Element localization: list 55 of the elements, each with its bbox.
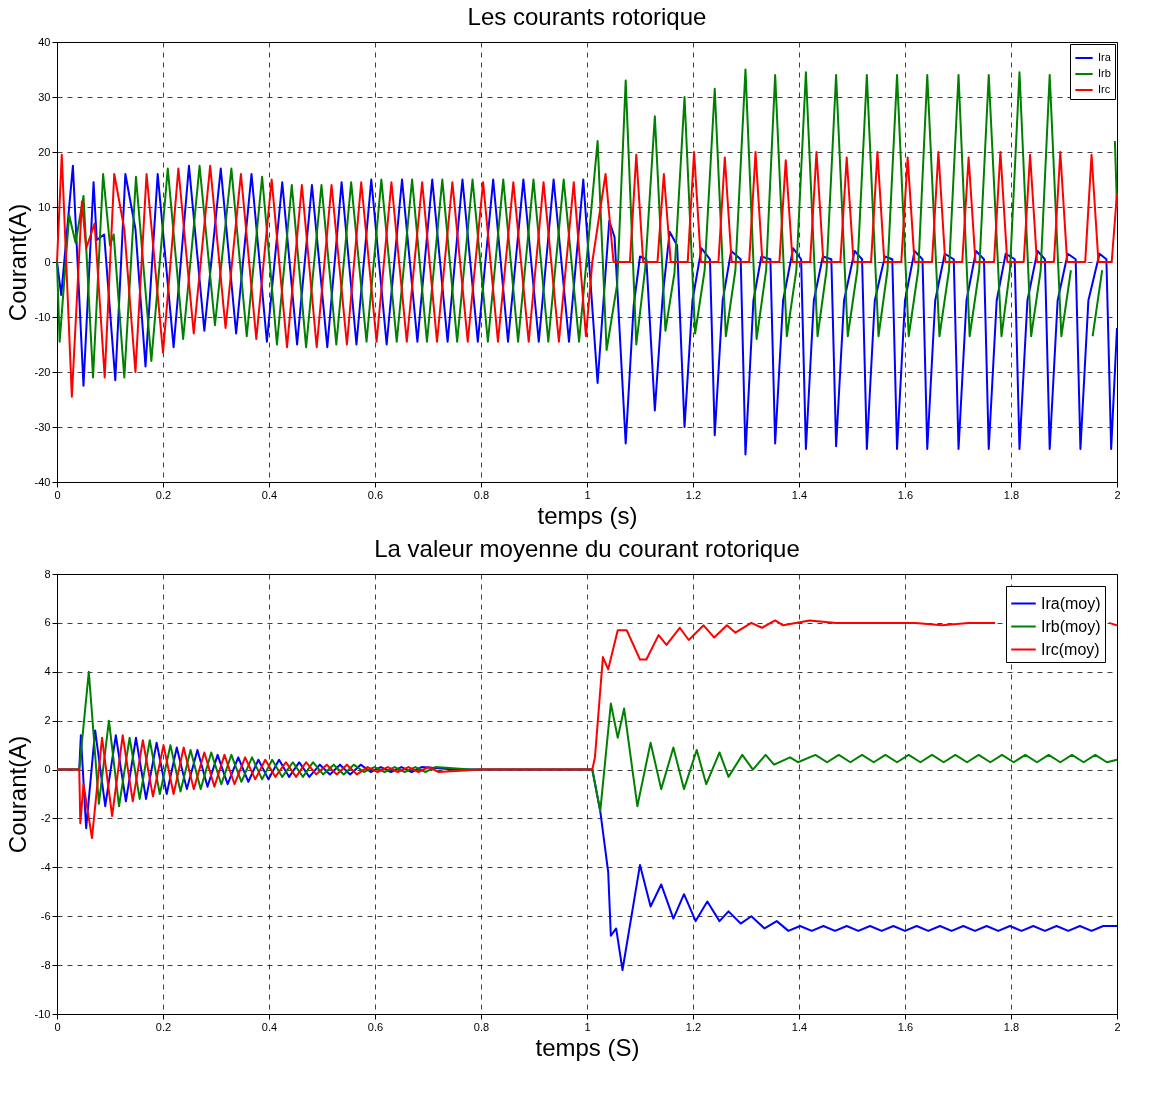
legend-label: Ira(moy) xyxy=(1041,594,1101,612)
x-tick-label: 0.4 xyxy=(261,488,278,501)
y-axis-title: Courant(A) xyxy=(3,735,31,854)
y-tick-label: 20 xyxy=(38,145,51,158)
y-tick-label: -2 xyxy=(40,811,51,824)
x-tick-label: 1.6 xyxy=(897,1020,914,1033)
y-axis-title: Courant(A) xyxy=(3,203,31,322)
x-tick-label: 2 xyxy=(1114,1020,1121,1033)
chart-title: Les courants rotorique xyxy=(467,3,707,30)
legend-label: Irc xyxy=(1098,83,1111,95)
y-tick-label: 4 xyxy=(44,665,51,678)
x-axis-title: temps (s) xyxy=(537,501,638,529)
y-tick-label: 0 xyxy=(44,255,51,268)
x-tick-label: 0.2 xyxy=(155,488,172,501)
x-tick-label: 1.4 xyxy=(791,488,808,501)
y-tick-label: 8 xyxy=(44,567,51,580)
x-tick-label: 0 xyxy=(54,1020,61,1033)
chart-title: La valeur moyenne du courant rotorique xyxy=(374,535,800,562)
y-tick-label: 10 xyxy=(38,200,51,213)
y-tick-label: -8 xyxy=(40,958,51,971)
x-tick-label: 1.8 xyxy=(1003,488,1020,501)
x-tick-label: 0.2 xyxy=(155,1020,172,1033)
x-tick-label: 1.2 xyxy=(685,1020,702,1033)
x-tick-label: 1.2 xyxy=(685,488,702,501)
x-tick-label: 1.8 xyxy=(1003,1020,1020,1033)
y-tick-label: -20 xyxy=(34,365,51,378)
line-series xyxy=(56,164,1118,456)
x-tick-label: 0.6 xyxy=(367,488,384,501)
y-tick-label: -30 xyxy=(34,420,51,433)
y-tick-label: -6 xyxy=(40,909,51,922)
x-axis-title: temps (S) xyxy=(535,1033,640,1061)
x-tick-label: 0.6 xyxy=(367,1020,384,1033)
y-tick-label: -4 xyxy=(40,860,51,873)
x-tick-label: 0 xyxy=(54,488,61,501)
x-tick-label: 1.6 xyxy=(897,488,914,501)
x-tick-label: 1 xyxy=(584,1020,591,1033)
x-tick-label: 0.8 xyxy=(473,488,490,501)
y-tick-label: 6 xyxy=(44,616,51,629)
y-tick-label: 30 xyxy=(38,90,51,103)
legend-label: Irb(moy) xyxy=(1041,617,1101,635)
legend-label: Ira xyxy=(1098,51,1112,63)
x-tick-label: 0.8 xyxy=(473,1020,490,1033)
y-tick-label: 2 xyxy=(44,714,51,727)
x-tick-label: 0.4 xyxy=(261,1020,278,1033)
y-tick-label: -40 xyxy=(34,475,51,488)
line-series xyxy=(56,151,1118,398)
legend-label: Irc(moy) xyxy=(1041,640,1100,658)
y-tick-label: 0 xyxy=(44,763,51,776)
y-tick-label: 40 xyxy=(38,35,51,48)
x-tick-label: 1 xyxy=(584,488,591,501)
x-tick-label: 1.4 xyxy=(791,1020,808,1033)
y-tick-label: -10 xyxy=(34,1007,51,1020)
x-tick-label: 2 xyxy=(1114,488,1121,501)
legend-label: Irb xyxy=(1098,67,1111,79)
y-tick-label: -10 xyxy=(34,310,51,323)
